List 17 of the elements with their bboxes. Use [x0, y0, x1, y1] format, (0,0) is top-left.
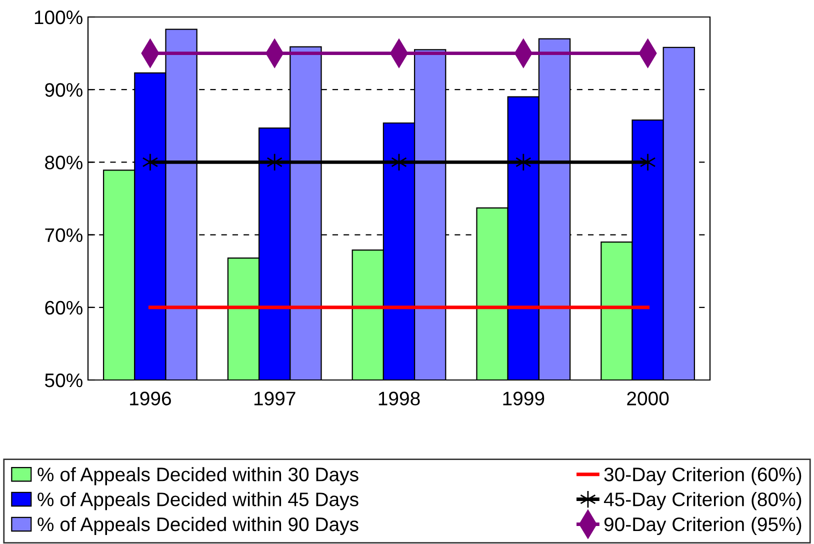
legend-label: % of Appeals Decided within 30 Days — [38, 467, 358, 486]
legend-label: % of Appeals Decided within 45 Days — [38, 492, 358, 510]
x-tick-label: 1997 — [254, 392, 296, 406]
x-tick-label: 2000 — [627, 392, 669, 406]
y-tick-label: 60% — [45, 300, 82, 315]
x-tick-label: 1998 — [378, 392, 420, 406]
y-tick-label: 90% — [45, 83, 82, 97]
legend-label: 30-Day Criterion (60%) — [604, 467, 802, 486]
x-tick-label: 1999 — [503, 392, 544, 406]
y-tick-label: 100% — [34, 10, 82, 24]
legend-label: 90-Day Criterion (95%) — [604, 516, 802, 536]
y-tick-label: 80% — [45, 156, 82, 170]
legend-label: 45-Day Criterion (80%) — [604, 492, 802, 510]
legend-label: % of Appeals Decided within 90 Days — [38, 516, 358, 536]
y-tick-label: 50% — [45, 373, 82, 388]
x-tick-label: 1996 — [130, 392, 171, 406]
y-tick-label: 70% — [45, 228, 82, 242]
